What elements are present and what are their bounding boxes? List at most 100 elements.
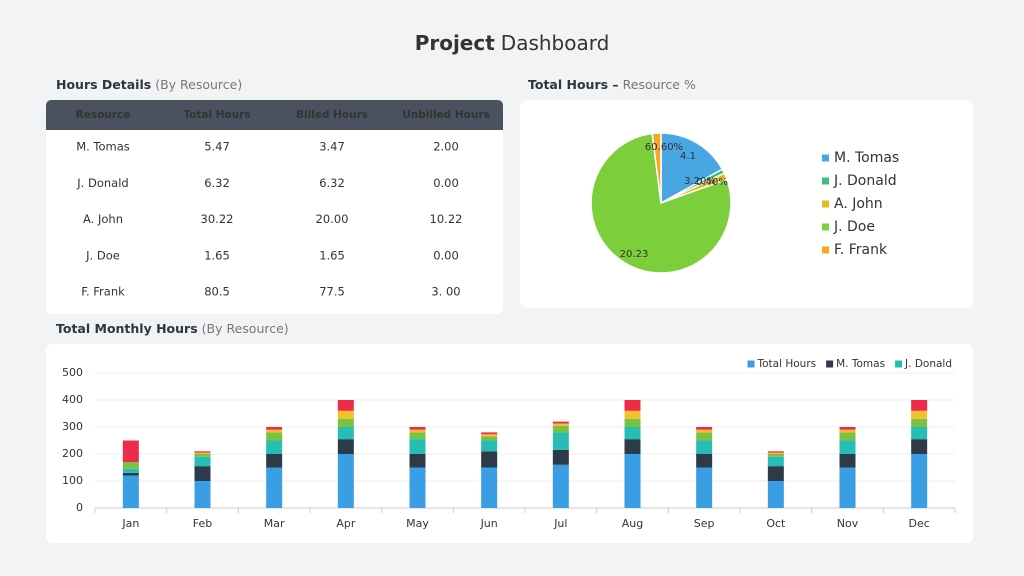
bar-segment	[409, 467, 426, 508]
bar-segment	[839, 429, 856, 433]
x-tick-label: Nov	[837, 517, 859, 530]
column-header: Resource	[76, 109, 131, 121]
bar-segment	[337, 439, 354, 454]
bar-segment	[839, 432, 856, 441]
bar-segment	[194, 456, 211, 467]
table-cell: J. Doe	[85, 248, 120, 262]
title-bold: Project	[415, 31, 496, 55]
bar-segment	[911, 454, 928, 508]
table-subtitle: (By Resource)	[155, 77, 242, 92]
bar-segment	[409, 429, 426, 433]
bar-segment	[337, 410, 354, 419]
bar-segment	[839, 467, 856, 508]
bar-segment	[696, 467, 713, 508]
pie-annotation: 3.20%	[684, 176, 716, 187]
x-tick-label: Jun	[480, 517, 498, 530]
bar-segment	[337, 454, 354, 508]
legend-swatch	[747, 360, 755, 368]
table-cell: 1.65	[319, 248, 345, 262]
pie-heading: Total Hours – Resource %	[528, 77, 696, 92]
table-cell: 77.5	[319, 285, 345, 299]
bar-segment	[266, 432, 283, 441]
table-cell: 10.22	[430, 212, 463, 226]
table-cell: 2.00	[433, 140, 459, 154]
bar-segment	[767, 451, 784, 453]
bar-segment	[552, 449, 569, 465]
bar-segment	[911, 410, 928, 419]
legend-label: J. Doe	[833, 219, 875, 235]
table-cell: 3. 00	[431, 285, 460, 299]
pie-annotation: 60.60%	[645, 142, 683, 153]
bar-segment	[552, 425, 569, 433]
x-tick-label: Dec	[909, 517, 930, 530]
pie-slice	[590, 132, 732, 274]
bar-segment	[337, 400, 354, 411]
y-tick-label: 100	[62, 474, 83, 487]
legend-label: M. Tomas	[836, 358, 885, 370]
pie-subtitle: Resource %	[623, 77, 696, 92]
pie-title: Total Hours –	[528, 77, 619, 92]
x-tick-label: Aug	[622, 517, 643, 530]
bar-segment	[481, 440, 498, 452]
bar-segment	[266, 454, 283, 468]
y-tick-label: 400	[62, 393, 83, 406]
bar-segment	[337, 418, 354, 427]
bar-heading: Total Monthly Hours (By Resource)	[56, 321, 289, 336]
bar-segment	[266, 427, 283, 430]
legend-label: A. John	[834, 196, 883, 212]
bar-segment	[696, 454, 713, 468]
table-cell: F. Frank	[81, 285, 125, 299]
table-cell: J. Donald	[76, 176, 128, 190]
legend-swatch	[822, 246, 829, 254]
bar-segment	[266, 440, 283, 454]
bar-segment	[266, 429, 283, 433]
bar-segment	[194, 454, 211, 457]
bar-segment	[624, 400, 641, 411]
pie-card	[520, 100, 973, 308]
bar-segment	[696, 429, 713, 433]
bar-segment	[481, 432, 498, 435]
bar-segment	[409, 427, 426, 430]
legend-swatch	[822, 177, 829, 185]
bar-segment	[552, 432, 569, 450]
legend-swatch	[822, 223, 829, 231]
table-cell: 0.00	[433, 176, 459, 190]
bar-segment	[409, 439, 426, 454]
bar-segment	[552, 464, 569, 508]
column-header: Total Hours	[183, 109, 250, 121]
bar-segment	[624, 439, 641, 454]
column-header: Billed Hours	[296, 109, 368, 121]
legend-label: J. Donald	[833, 173, 897, 189]
pie-annotation: 0.40%	[696, 177, 728, 188]
y-tick-label: 0	[76, 501, 83, 514]
bar-segment	[696, 432, 713, 441]
bar-segment	[911, 418, 928, 427]
table-cell: M. Tomas	[76, 140, 130, 154]
bar-segment	[767, 481, 784, 508]
bar-subtitle: (By Resource)	[202, 321, 289, 336]
bar-segment	[767, 452, 784, 454]
x-tick-label: Oct	[766, 517, 786, 530]
bar-segment	[624, 427, 641, 440]
y-tick-label: 300	[62, 420, 83, 433]
bar-segment	[194, 466, 211, 481]
table-card	[46, 100, 503, 314]
bar-segment	[194, 452, 211, 454]
x-tick-label: May	[406, 517, 429, 530]
bar-title: Total Monthly Hours	[56, 321, 198, 336]
bar-segment	[911, 439, 928, 454]
bar-segment	[122, 472, 139, 476]
pie-annotation: 20.23	[620, 249, 649, 260]
legend-label: Total Hours	[757, 358, 817, 370]
bar-segment	[767, 454, 784, 457]
bar-segment	[122, 475, 139, 508]
table-cell: 3.47	[319, 140, 345, 154]
bar-segment	[337, 427, 354, 440]
bar-segment	[696, 440, 713, 454]
bar-segment	[696, 427, 713, 430]
bar-segment	[409, 454, 426, 468]
bar-segment	[122, 468, 139, 473]
table-title: Hours Details	[56, 77, 151, 92]
table-cell: A. John	[83, 212, 123, 226]
